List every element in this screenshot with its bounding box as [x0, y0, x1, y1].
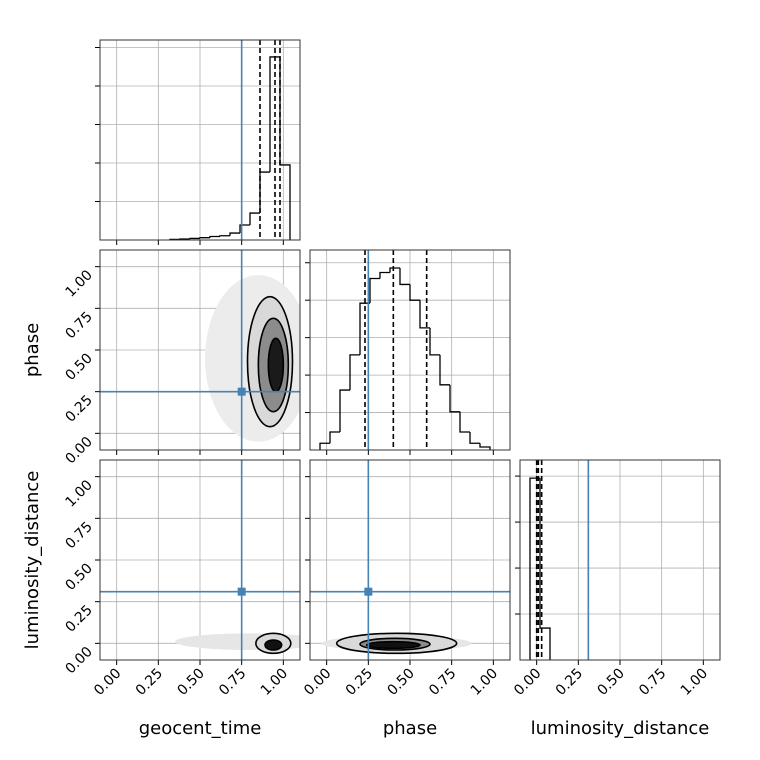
y-tick-label: 1.00 [62, 267, 95, 300]
hist-bin [369, 277, 380, 304]
hist-bin [269, 56, 280, 173]
x-tick-label: 0.00 [301, 666, 334, 699]
y-tick-label: 0.50 [62, 561, 95, 594]
truth-marker [237, 587, 246, 596]
y-tick-label: 0.00 [62, 434, 95, 467]
y-tick-label: 0.25 [62, 602, 95, 635]
panel [100, 40, 300, 240]
hist-bin [209, 235, 220, 238]
panel [100, 460, 300, 660]
hist-bin [199, 237, 210, 239]
hist-bin [429, 327, 440, 356]
hist-bin [539, 478, 551, 660]
x-tick-label: 0.00 [91, 666, 124, 699]
panel-frame [309, 249, 511, 451]
x-tick-label: 0.75 [636, 666, 669, 699]
hist-bin [319, 442, 330, 450]
truth-marker [364, 587, 373, 596]
density-contour [175, 633, 300, 650]
truth-marker [237, 387, 246, 396]
x-tick-label: 1.00 [468, 666, 501, 699]
hist-bin [239, 224, 250, 234]
density-contour [264, 639, 283, 651]
hist-bin [459, 411, 470, 433]
x-tick-label: 0.25 [133, 666, 166, 699]
hist-bin [329, 431, 340, 444]
hist-bin [359, 302, 370, 355]
x-tick-label: 0.75 [216, 666, 249, 699]
x-tick-label: 0.25 [343, 666, 376, 699]
hist-bin [349, 354, 360, 391]
hist-bin [419, 300, 430, 329]
hist-bin [379, 271, 390, 279]
x-tick-label: 0.50 [594, 666, 627, 699]
x-tick-label: 1.00 [678, 666, 711, 699]
hist-bin [469, 432, 480, 444]
hist-bin [409, 284, 420, 301]
x-tick-label: 0.50 [174, 666, 207, 699]
x-tick-label: 0.00 [511, 666, 544, 699]
panel-frame [99, 249, 301, 451]
hist-bin [479, 443, 491, 450]
panel-frame [519, 459, 721, 661]
y-tick-label: 1.00 [62, 477, 95, 510]
y-tick-label: 0.50 [62, 351, 95, 384]
hist-bin [259, 171, 270, 214]
y-tick-label: 0.75 [62, 309, 95, 342]
y-axis-label: phase [22, 323, 43, 377]
hist-bin [189, 237, 200, 240]
panel [310, 250, 510, 450]
x-tick-label: 0.75 [426, 666, 459, 699]
x-axis-label: luminosity_distance [531, 718, 710, 739]
hist-bin [219, 235, 230, 237]
hist-bin [389, 267, 400, 273]
x-tick-label: 1.00 [258, 666, 291, 699]
panel-frame [309, 459, 511, 661]
hist-bin [339, 389, 350, 433]
x-axis-label: phase [383, 718, 437, 739]
hist-bin [399, 267, 410, 286]
hist-bin [439, 354, 450, 386]
panel-frame [99, 459, 301, 661]
y-tick-label: 0.25 [62, 392, 95, 425]
x-tick-label: 0.25 [553, 666, 586, 699]
panel [100, 250, 300, 450]
hist-bin [249, 212, 260, 225]
hist-bin [279, 56, 291, 240]
panel [310, 460, 510, 660]
y-tick-label: 0.75 [62, 519, 95, 552]
y-tick-label: 0.00 [62, 644, 95, 677]
x-tick-label: 0.50 [384, 666, 417, 699]
x-axis-label: geocent_time [139, 718, 262, 739]
hist-bin [229, 232, 240, 236]
hist-bin [449, 384, 460, 413]
panel [520, 460, 720, 660]
density-contour [267, 337, 285, 393]
density-contour [365, 640, 421, 650]
y-axis-label: luminosity_distance [22, 471, 43, 650]
panel-frame [99, 39, 301, 241]
